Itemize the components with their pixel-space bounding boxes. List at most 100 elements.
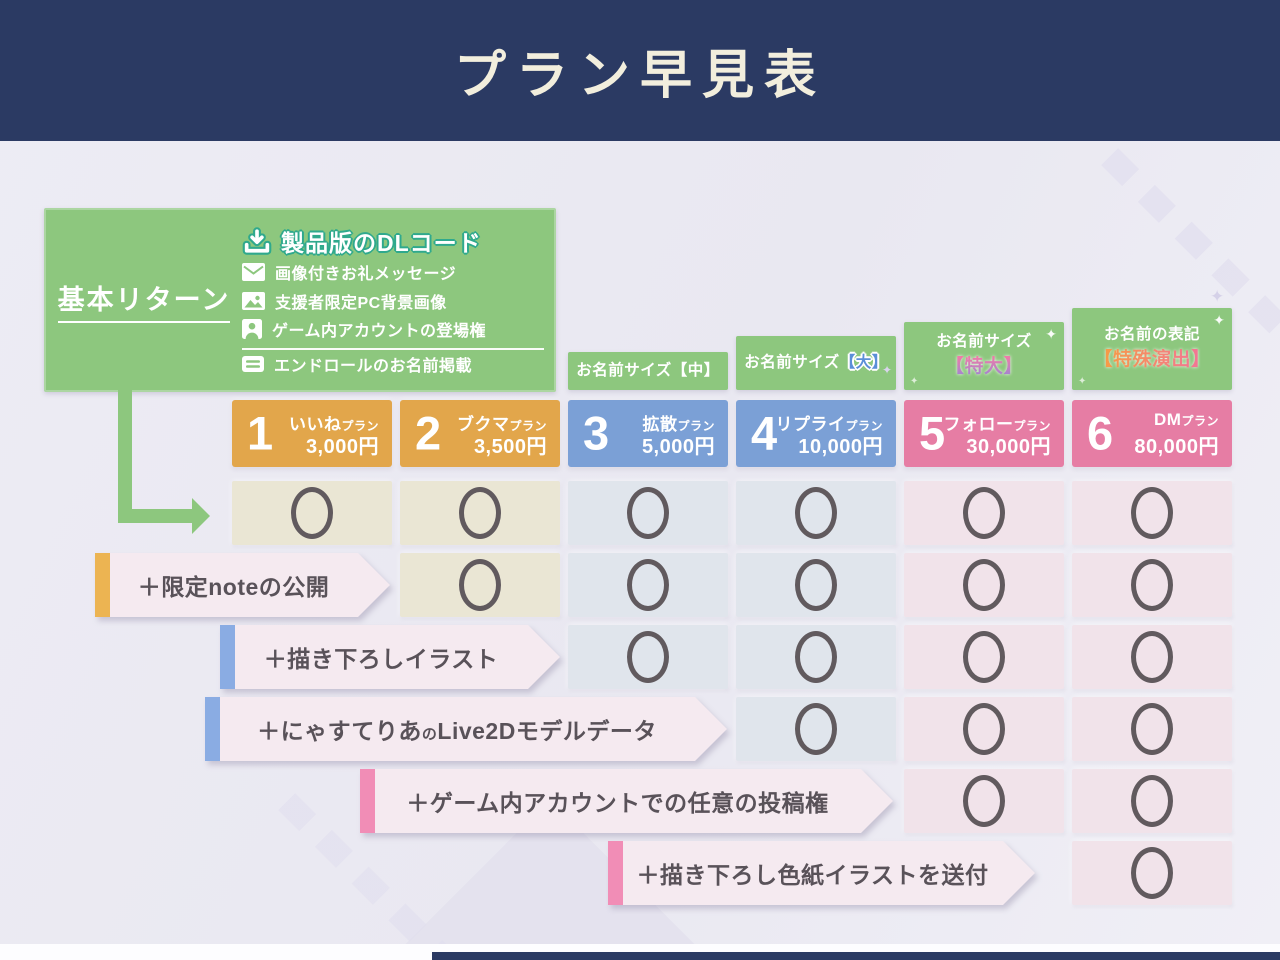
- matrix-cell: [904, 625, 1064, 689]
- included-circle-icon: [795, 703, 837, 755]
- plan-name: ブクマプラン: [456, 415, 547, 434]
- matrix-cell: [568, 481, 728, 545]
- matrix-cell: [1072, 697, 1232, 761]
- included-circle-icon: [627, 487, 669, 539]
- matrix-cell: [1072, 625, 1232, 689]
- matrix-cell: [1072, 553, 1232, 617]
- subheader-text: 【特殊演出】: [1093, 349, 1211, 371]
- feature-label: ＋にゃすてりあのLive2Dモデルデータ: [205, 712, 727, 746]
- included-circle-icon: [1131, 631, 1173, 683]
- plan-price: 30,000円: [966, 436, 1051, 458]
- feature-label: ＋描き下ろし色紙イラストを送付: [608, 856, 1035, 890]
- plan-header-3: 3 拡散プラン 5,000円: [568, 400, 728, 467]
- name-size-subheader: お名前サイズ【特大】 ✦ ✦: [904, 322, 1064, 390]
- feature-ribbon-body: ＋ゲーム内アカウントでの任意の投稿権: [360, 769, 893, 833]
- matrix-cell: [736, 697, 896, 761]
- included-circle-icon: [459, 559, 501, 611]
- sparkle-icon: ✦: [910, 376, 919, 387]
- included-circle-icon: [963, 559, 1005, 611]
- basic-return-item: 画像付きお礼メッセージ: [242, 258, 544, 286]
- plan-number: 4: [751, 405, 778, 459]
- basic-return-item: ゲーム内アカウントの登場権: [242, 315, 544, 350]
- matrix-cell: [568, 625, 728, 689]
- ribbon-accent-bar: [95, 553, 110, 617]
- arrow-icon: [118, 390, 210, 534]
- matrix-cell: [1072, 769, 1232, 833]
- included-circle-icon: [459, 487, 501, 539]
- feature-label-text: ＋ゲーム内アカウントでの任意の投稿権: [406, 790, 829, 816]
- included-circle-icon: [795, 631, 837, 683]
- basic-return-item: 支援者限定PC背景画像: [242, 287, 544, 315]
- matrix-cell: [736, 481, 896, 545]
- sparkle-icon: ✦: [1045, 326, 1057, 342]
- feature-ribbon: ＋描き下ろしイラスト: [220, 625, 560, 689]
- name-size-subheader: お名前サイズ【中】: [568, 352, 728, 390]
- sparkle-icon: ✦: [1078, 376, 1087, 387]
- included-circle-icon: [627, 559, 669, 611]
- feature-label: ＋描き下ろしイラスト: [220, 640, 560, 674]
- name-size-subheader: お名前サイズ【大】: [736, 336, 896, 390]
- included-circle-icon: [963, 703, 1005, 755]
- included-circle-icon: [1131, 847, 1173, 899]
- person-icon: [242, 318, 262, 339]
- image-icon: [242, 291, 265, 310]
- plan-number: 6: [1087, 405, 1114, 459]
- plan-name-suffix: プラン: [341, 419, 379, 433]
- matrix-cell: [568, 553, 728, 617]
- subheader-text: お名前サイズ: [936, 332, 1032, 350]
- featured-return-label: 製品版のDLコード: [281, 230, 482, 256]
- basic-returns-list: 製品版のDLコード 画像付きお礼メッセージ 支援者限定PC背景画像: [242, 210, 554, 390]
- ribbon-accent-bar: [220, 625, 235, 689]
- included-circle-icon: [963, 775, 1005, 827]
- ribbon-accent-bar: [360, 769, 375, 833]
- sparkle-icon: ✦: [1213, 312, 1225, 328]
- matrix-cell: [232, 481, 392, 545]
- plan-name: いいねプラン: [288, 415, 379, 434]
- subheader-line: お名前の表記: [1104, 324, 1200, 346]
- subheader-line: お名前サイズ: [936, 331, 1032, 353]
- mail-icon: [242, 263, 265, 282]
- matrix-cell: [400, 481, 560, 545]
- matrix-cell: [400, 553, 560, 617]
- matrix-cell: [1072, 481, 1232, 545]
- matrix-cell: [736, 553, 896, 617]
- matrix-cell: [904, 769, 1064, 833]
- plan-name: 拡散プラン: [642, 415, 715, 434]
- plan-price: 10,000円: [798, 436, 883, 458]
- included-circle-icon: [1131, 775, 1173, 827]
- basic-returns-label: 基本リターン: [46, 210, 242, 390]
- basic-return-label: エンドロールのお名前掲載: [274, 358, 473, 375]
- basic-return-label: ゲーム内アカウントの登場権: [272, 322, 487, 340]
- featured-return-item: 製品版のDLコード: [242, 224, 544, 258]
- plan-price: 3,000円: [305, 436, 379, 458]
- included-circle-icon: [1131, 559, 1173, 611]
- plan-name-suffix: プラン: [509, 419, 547, 433]
- subheader-text: お名前サイズ: [744, 353, 840, 371]
- included-circle-icon: [963, 631, 1005, 683]
- subheader-text: お名前サイズ【中】: [576, 361, 720, 379]
- feature-label-text: ＋描き下ろしイラスト: [263, 646, 499, 672]
- included-circle-icon: [1131, 487, 1173, 539]
- feature-ribbon-body: ＋描き下ろしイラスト: [220, 625, 560, 689]
- feature-label-text: の: [421, 726, 438, 743]
- subheader-text: 【特大】: [944, 356, 1023, 378]
- plan-number: 3: [583, 405, 610, 459]
- basic-return-item: エンドロールのお名前掲載: [242, 350, 544, 378]
- matrix-cell: [904, 697, 1064, 761]
- included-circle-icon: [795, 487, 837, 539]
- page-title: プラン早見表: [453, 46, 826, 106]
- subheader-text: お名前の表記: [1103, 325, 1200, 343]
- feature-ribbon-body: ＋描き下ろし色紙イラストを送付: [608, 841, 1035, 905]
- sparkle-icon: ✦: [1210, 287, 1225, 306]
- feature-label: ＋限定noteの公開: [95, 568, 390, 602]
- basic-return-label: 画像付きお礼メッセージ: [275, 266, 457, 284]
- plan-price: 3,500円: [473, 436, 547, 458]
- feature-label: ＋ゲーム内アカウントでの任意の投稿権: [360, 784, 893, 818]
- plan-name: DMプラン: [1154, 410, 1219, 429]
- plan-number: 2: [415, 405, 442, 459]
- plan-header-4: 4 リプライプラン 10,000円: [736, 400, 896, 467]
- plan-name-suffix: プラン: [845, 419, 883, 433]
- plan-name: フォロープラン: [943, 415, 1051, 434]
- matrix-cell: [904, 481, 1064, 545]
